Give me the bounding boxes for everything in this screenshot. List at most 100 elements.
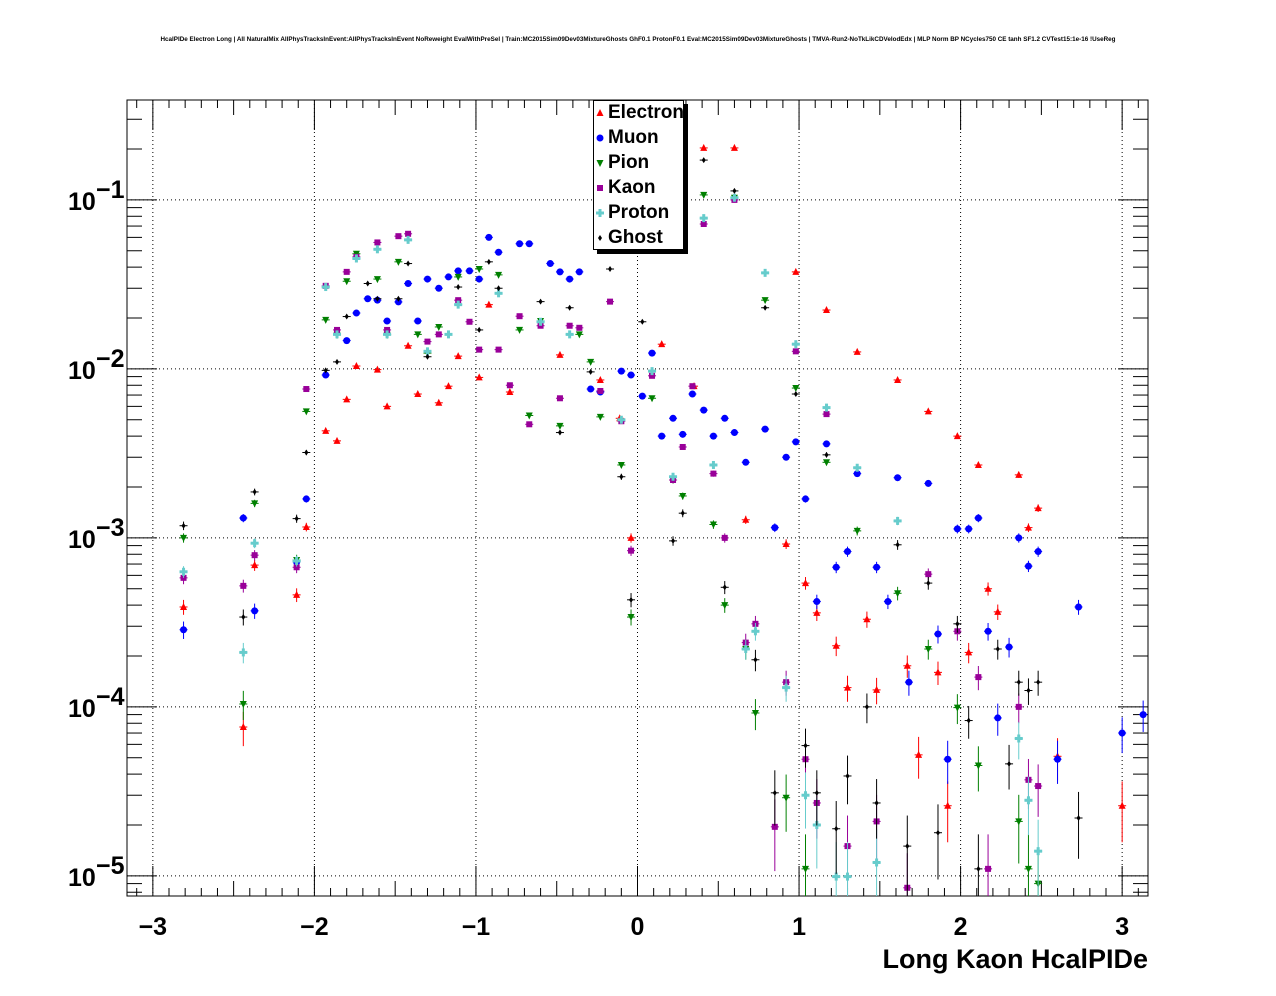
data-point bbox=[1118, 729, 1127, 737]
data-point bbox=[494, 271, 503, 279]
data-point bbox=[893, 474, 902, 482]
data-point bbox=[822, 440, 831, 448]
tick-labels: −3 −2 −1 0 1 2 310−110−210−310−410−5 bbox=[68, 176, 1129, 941]
data-point bbox=[853, 347, 862, 355]
data-point bbox=[993, 645, 1002, 652]
triangle-up-marker-icon bbox=[596, 108, 604, 116]
data-point bbox=[678, 510, 687, 517]
data-point bbox=[974, 514, 983, 522]
data-point bbox=[373, 276, 382, 284]
data-point bbox=[933, 668, 942, 676]
data-point bbox=[617, 461, 626, 469]
data-point bbox=[484, 300, 493, 308]
data-point bbox=[751, 627, 760, 636]
legend-label: Electron bbox=[608, 101, 685, 123]
series-ghost bbox=[179, 157, 1083, 896]
legend-label: Muon bbox=[608, 126, 659, 148]
data-point bbox=[627, 371, 636, 379]
triangle-down-marker-icon bbox=[596, 159, 604, 167]
data-point bbox=[761, 304, 770, 311]
data-point bbox=[555, 350, 564, 358]
data-point bbox=[321, 283, 330, 292]
series-muon bbox=[179, 233, 1148, 784]
data-point bbox=[782, 794, 791, 802]
data-point bbox=[423, 338, 432, 345]
data-point bbox=[484, 258, 493, 265]
data-point bbox=[404, 280, 413, 288]
data-point bbox=[791, 340, 800, 349]
data-point bbox=[239, 582, 248, 589]
data-point bbox=[770, 524, 779, 532]
data-point bbox=[761, 425, 770, 433]
data-point bbox=[812, 789, 821, 796]
data-point bbox=[638, 392, 647, 400]
data-point bbox=[883, 598, 892, 606]
data-point bbox=[791, 267, 800, 275]
data-point bbox=[454, 273, 463, 281]
data-point bbox=[342, 337, 351, 345]
data-point bbox=[1034, 548, 1043, 556]
data-point bbox=[250, 607, 259, 615]
data-point bbox=[669, 472, 678, 481]
data-point bbox=[373, 295, 382, 302]
data-point bbox=[565, 322, 574, 329]
data-points bbox=[179, 143, 1148, 896]
data-point bbox=[373, 245, 382, 254]
data-point bbox=[454, 267, 463, 275]
data-point bbox=[565, 330, 574, 339]
data-point bbox=[1053, 755, 1062, 763]
data-point bbox=[801, 742, 810, 749]
data-point bbox=[383, 317, 392, 325]
y-tick-label: 10 bbox=[68, 526, 96, 554]
data-point bbox=[1005, 760, 1014, 767]
data-point bbox=[1014, 534, 1023, 542]
legend-item-pion: Pion bbox=[594, 150, 649, 175]
data-point bbox=[575, 268, 584, 276]
legend-marker bbox=[598, 234, 602, 241]
data-point bbox=[699, 157, 708, 164]
data-point bbox=[801, 865, 810, 873]
data-point bbox=[678, 443, 687, 450]
data-point bbox=[454, 352, 463, 360]
data-point bbox=[423, 275, 432, 283]
data-point bbox=[575, 331, 584, 339]
data-point bbox=[363, 295, 372, 303]
data-point bbox=[536, 298, 545, 305]
data-point bbox=[179, 534, 188, 542]
data-point bbox=[292, 564, 301, 571]
data-point bbox=[454, 297, 463, 304]
data-point bbox=[383, 326, 392, 333]
data-point bbox=[751, 709, 760, 717]
data-point bbox=[394, 233, 403, 240]
data-point bbox=[555, 422, 564, 430]
data-point bbox=[761, 268, 770, 277]
data-point bbox=[565, 275, 574, 283]
data-point bbox=[688, 383, 697, 390]
y-tick-exponent: −5 bbox=[96, 852, 125, 880]
data-point bbox=[292, 515, 301, 522]
legend-marker bbox=[596, 208, 604, 217]
data-point bbox=[638, 318, 647, 325]
data-point bbox=[494, 248, 503, 256]
data-point bbox=[596, 375, 605, 383]
diamond-marker-icon bbox=[598, 234, 602, 241]
data-point bbox=[475, 373, 484, 381]
data-point bbox=[302, 386, 311, 393]
data-point bbox=[943, 755, 952, 763]
data-point bbox=[822, 403, 831, 412]
data-point bbox=[475, 346, 484, 353]
data-point bbox=[292, 556, 301, 565]
data-point bbox=[657, 432, 666, 440]
data-point bbox=[730, 193, 739, 202]
data-point bbox=[720, 534, 729, 541]
data-point bbox=[321, 371, 330, 379]
data-point bbox=[586, 358, 595, 366]
data-point bbox=[250, 539, 259, 548]
data-point bbox=[699, 214, 708, 223]
data-point bbox=[822, 306, 831, 314]
y-tick-exponent: −3 bbox=[96, 514, 125, 542]
data-point bbox=[782, 683, 791, 692]
data-point bbox=[536, 317, 545, 326]
data-point bbox=[454, 284, 463, 291]
